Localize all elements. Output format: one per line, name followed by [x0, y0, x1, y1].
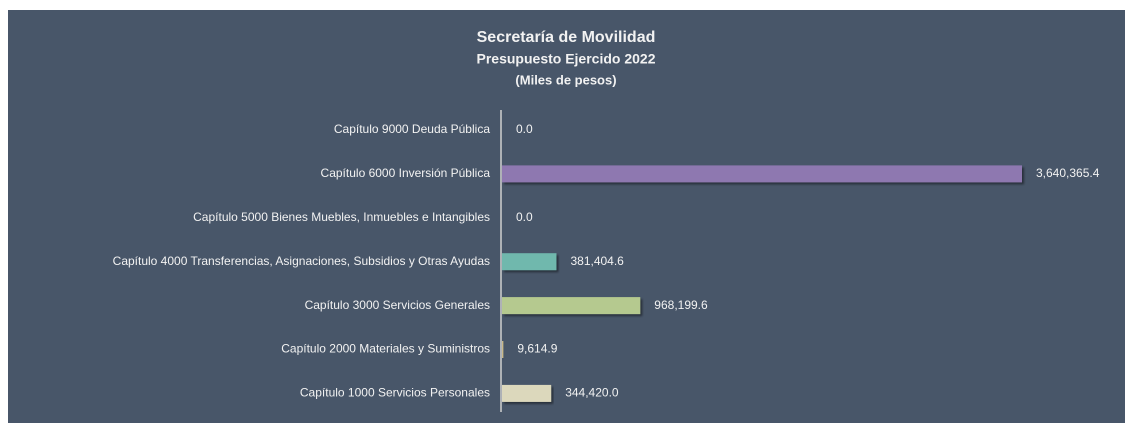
chart-subtitle: Presupuesto Ejercido 2022 [477, 51, 656, 67]
y-tick-label: Capítulo 1000 Servicios Personales [300, 386, 490, 400]
bar [502, 297, 641, 315]
y-tick-label: Capítulo 3000 Servicios Generales [305, 298, 490, 312]
y-tick-label: Capítulo 5000 Bienes Muebles, Inmuebles … [193, 210, 490, 224]
bar [502, 384, 552, 402]
unit-label: (Miles de pesos) [515, 72, 616, 87]
value-label: 0.0 [516, 210, 533, 224]
value-label: 3,640,365.4 [1036, 166, 1100, 180]
bar [502, 253, 557, 271]
value-label: 9,614.9 [517, 342, 557, 356]
value-label: 0.0 [516, 122, 533, 136]
chart-title: Secretaría de Movilidad [477, 29, 656, 46]
value-label: 968,199.6 [654, 298, 708, 312]
bar [502, 341, 504, 358]
y-tick-label: Capítulo 9000 Deuda Pública [334, 122, 490, 136]
plot-background [8, 10, 1125, 423]
y-tick-label: Capítulo 2000 Materiales y Suministros [281, 342, 490, 356]
y-tick-label: Capítulo 4000 Transferencias, Asignacion… [113, 254, 490, 268]
y-tick-label: Capítulo 6000 Inversión Pública [321, 166, 491, 180]
value-label: 381,404.6 [570, 254, 624, 268]
bar [502, 165, 1022, 183]
value-label: 344,420.0 [565, 386, 619, 400]
